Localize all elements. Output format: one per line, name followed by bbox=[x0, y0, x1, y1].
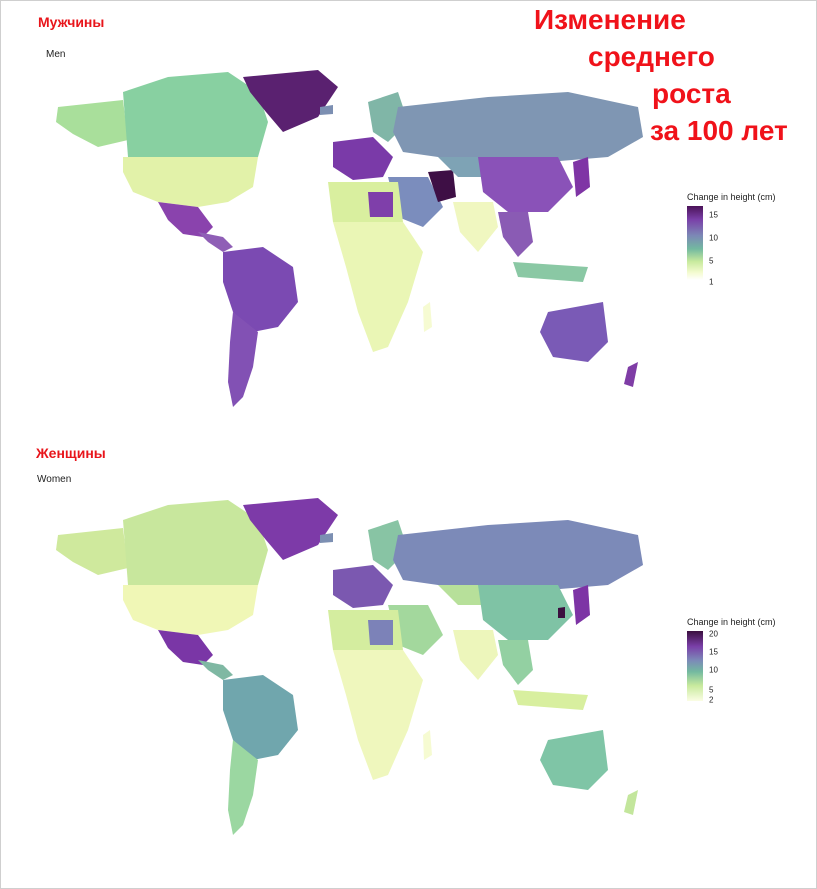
map-region-sub-saharan-africa bbox=[333, 650, 423, 780]
women-legend-tick-5: 5 bbox=[709, 685, 714, 695]
men-subtitle: Men bbox=[46, 49, 66, 60]
women-map-land bbox=[56, 498, 643, 835]
headline-line-4: за 100 лет bbox=[650, 115, 788, 146]
women-legend-tick-2: 2 bbox=[709, 695, 714, 705]
headline-line-3: роста bbox=[652, 78, 731, 109]
map-region-southeast-asia bbox=[498, 640, 533, 685]
map-region-russia bbox=[393, 92, 643, 162]
map-region-india bbox=[453, 630, 498, 680]
men-world-map bbox=[56, 70, 643, 407]
map-region-iceland bbox=[320, 533, 333, 543]
map-region-south-korea bbox=[558, 607, 565, 618]
map-region-greenland bbox=[243, 70, 338, 132]
map-region-western-europe bbox=[333, 137, 393, 180]
map-region-south-america-north bbox=[223, 247, 298, 332]
map-region-sub-saharan-africa bbox=[333, 222, 423, 352]
women-legend-colorbar bbox=[687, 631, 703, 701]
map-region-alaska bbox=[56, 528, 128, 575]
map-region-indonesia bbox=[513, 262, 588, 282]
men-legend-colorbar bbox=[687, 206, 703, 280]
women-section-title: Женщины bbox=[36, 445, 106, 461]
map-region-indonesia bbox=[513, 690, 588, 710]
women-legend-tick-20: 20 bbox=[709, 629, 718, 639]
women-world-map bbox=[56, 498, 643, 835]
map-region-china bbox=[478, 157, 573, 212]
map-region-mexico bbox=[158, 202, 213, 237]
women-legend: Change in height (cm) 20 15 10 5 2 bbox=[687, 617, 797, 705]
map-region-southeast-asia bbox=[498, 212, 533, 257]
map-region-india bbox=[453, 202, 498, 252]
men-legend-tick-5: 5 bbox=[709, 256, 714, 266]
map-region-australia bbox=[540, 730, 608, 790]
map-region-japan bbox=[573, 585, 590, 625]
men-legend: Change in height (cm) 15 10 5 1 bbox=[687, 192, 797, 287]
headline-line-2: среднего bbox=[588, 41, 715, 72]
map-region-new-zealand bbox=[624, 790, 638, 815]
map-region-canada bbox=[123, 72, 268, 167]
map-region-usa bbox=[123, 157, 258, 207]
map-region-central-america bbox=[198, 660, 233, 680]
map-region-south-america-south bbox=[228, 312, 258, 407]
map-region-iran bbox=[428, 170, 456, 202]
map-region-alaska bbox=[56, 100, 128, 147]
women-subtitle: Women bbox=[37, 474, 72, 485]
map-region-iceland bbox=[320, 105, 333, 115]
women-legend-tick-15: 15 bbox=[709, 647, 718, 657]
map-region-central-america bbox=[198, 232, 233, 252]
men-legend-tick-1: 1 bbox=[709, 277, 714, 287]
map-region-libya bbox=[368, 192, 393, 217]
map-region-madagascar bbox=[423, 302, 432, 332]
map-region-canada bbox=[123, 500, 268, 595]
map-region-madagascar bbox=[423, 730, 432, 760]
men-legend-tick-10: 10 bbox=[709, 233, 718, 243]
map-region-south-america-south bbox=[228, 740, 258, 835]
women-legend-title: Change in height (cm) bbox=[687, 617, 776, 627]
map-region-australia bbox=[540, 302, 608, 362]
men-section-title: Мужчины bbox=[38, 14, 105, 30]
map-region-new-zealand bbox=[624, 362, 638, 387]
map-region-south-america-north bbox=[223, 675, 298, 760]
map-region-mexico bbox=[158, 630, 213, 665]
map-region-libya bbox=[368, 620, 393, 645]
map-region-russia bbox=[393, 520, 643, 590]
map-region-usa bbox=[123, 585, 258, 635]
men-map-land bbox=[56, 70, 643, 407]
map-region-china bbox=[478, 585, 573, 640]
men-legend-tick-15: 15 bbox=[709, 210, 718, 220]
map-region-greenland bbox=[243, 498, 338, 560]
men-legend-title: Change in height (cm) bbox=[687, 192, 776, 202]
map-region-western-europe bbox=[333, 565, 393, 608]
headline-line-1: Изменение bbox=[534, 4, 686, 35]
map-region-japan bbox=[573, 157, 590, 197]
women-legend-tick-10: 10 bbox=[709, 665, 718, 675]
